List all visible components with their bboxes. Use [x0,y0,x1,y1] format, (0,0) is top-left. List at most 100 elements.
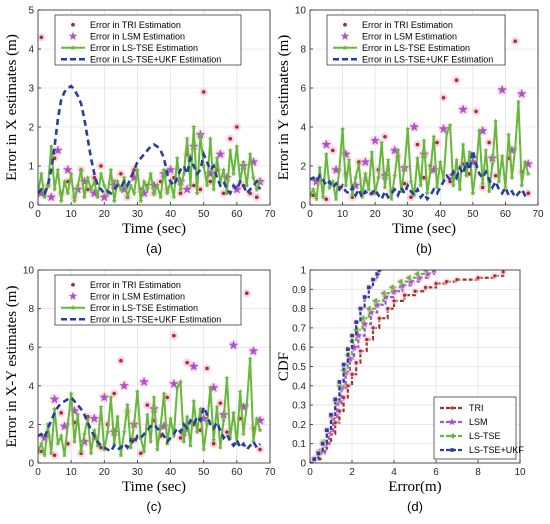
data-point-star [129,172,139,182]
data-marker [234,143,240,149]
data-marker [359,315,365,322]
y-tick-label: 2 [300,162,306,173]
data-marker [250,439,257,444]
data-marker [392,172,398,178]
x-axis-label: Time (sec) [392,221,456,237]
y-tick-label: 0 [28,459,34,470]
x-tick-label: 60 [231,209,243,220]
data-marker [385,157,391,163]
data-marker [466,149,473,155]
data-marker [362,295,367,299]
data-marker [395,147,401,153]
data-point [99,445,103,450]
data-point [99,164,103,168]
data-point-star [341,149,351,159]
plot-data [310,270,507,463]
data-point [92,175,97,180]
data-point-star [497,84,507,94]
data-marker [38,440,44,446]
legend-box [54,274,242,326]
legend-swatch [340,31,350,40]
data-marker [329,412,333,417]
data-marker [111,440,117,446]
data-point [39,35,44,40]
panel-label: (b) [416,241,432,256]
data-point [145,403,150,407]
data-marker [365,305,371,312]
data-marker [164,190,170,196]
data-point [441,95,446,100]
data-marker [211,186,217,192]
data-marker [88,450,94,456]
data-marker [411,192,417,198]
data-marker [254,186,260,192]
data-marker [214,155,220,161]
data-marker [65,190,71,196]
data-point [132,168,136,172]
x-axis-label: Time (sec) [122,221,186,237]
y-tick-label: 1 [28,162,34,173]
data-marker [158,423,164,429]
data-point-star [458,104,468,114]
y-tick-label: 2 [28,123,34,134]
panel-label: (a) [146,241,162,256]
data-marker [104,190,111,196]
data-marker [388,196,395,202]
data-marker [502,184,509,190]
data-point [198,187,203,192]
data-point [165,395,170,400]
legend-label: Error in TRI Estimation [90,20,181,30]
data-marker [350,333,354,338]
data-point-star [139,188,149,198]
data-marker [356,161,362,167]
data-point-star [149,180,159,190]
x-axis-label: Time (sec) [122,479,186,495]
data-marker [337,409,341,413]
data-marker [38,171,44,177]
data-marker [108,167,114,173]
data-marker [141,448,147,454]
data-marker [381,293,390,301]
data-marker [55,167,61,173]
data-point [526,191,531,196]
data-marker [390,287,398,295]
y-tick-label: 2 [28,420,34,431]
data-marker [227,435,233,441]
y-tick-label: 10 [295,6,307,17]
y-tick-label: 6 [300,84,306,95]
legend-swatch-marker [70,44,76,51]
data-marker [375,174,382,180]
legend-swatch-marker [448,418,456,426]
data-point-star [199,413,209,423]
chart-panel-a: 0 10 20 30 40 50 60 70 0 1 2 3 4 5 Time (sec) Error in … [4,6,276,257]
data-point-star [99,392,109,402]
data-point-star [370,135,380,145]
data-marker [450,182,456,188]
data-point [225,430,229,434]
data-marker [85,174,91,180]
data-marker [191,124,197,130]
x-tick-label: 30 [132,467,144,478]
data-marker [154,446,160,452]
data-marker [343,182,349,188]
data-marker [144,186,150,192]
data-marker [414,270,420,277]
data-point [178,436,183,440]
x-tick-label: 30 [132,209,144,220]
data-point-star [89,188,100,198]
data-marker [104,429,111,435]
data-marker [95,442,101,448]
data-marker [207,384,213,390]
data-point [39,449,44,454]
series-error-in-ls-tse-ukf-estimation [38,395,262,454]
axes-frame [37,9,271,206]
data-point-star [215,149,225,159]
data-marker [372,190,378,196]
y-axis-label: CDF [276,352,292,381]
legend-box [54,14,242,66]
data-point [112,391,117,396]
data-marker [78,448,84,454]
x-tick-label: 0 [35,209,41,220]
data-marker [476,128,482,134]
data-marker [151,394,157,400]
